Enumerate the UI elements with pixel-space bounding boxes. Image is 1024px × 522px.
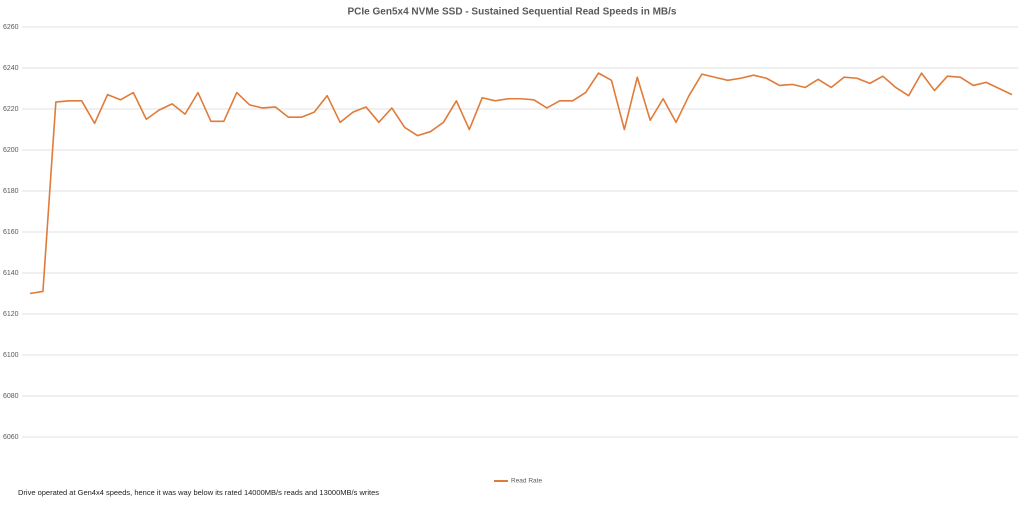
line xyxy=(29,72,1013,295)
y-tick-label: 6100 xyxy=(3,352,19,359)
y-tick-label: 6080 xyxy=(3,393,19,400)
y-tick-label: 6220 xyxy=(3,106,19,113)
y-tick-label: 6180 xyxy=(3,188,19,195)
y-tick-label: 6260 xyxy=(3,24,19,31)
y-tick-label: 6240 xyxy=(3,65,19,72)
y-tick-label: 6140 xyxy=(3,270,19,277)
chart-title: PCIe Gen5x4 NVMe SSD - Sustained Sequent… xyxy=(348,7,677,18)
footnote: Drive operated at Gen4x4 speeds, hence i… xyxy=(18,488,379,497)
y-tick-label: 6200 xyxy=(3,147,19,154)
y-tick-label: 6120 xyxy=(3,311,19,318)
y-tick-label: 6160 xyxy=(3,229,19,236)
legend-label: Read Rate xyxy=(511,478,542,485)
y-tick-label: 6060 xyxy=(3,434,19,441)
